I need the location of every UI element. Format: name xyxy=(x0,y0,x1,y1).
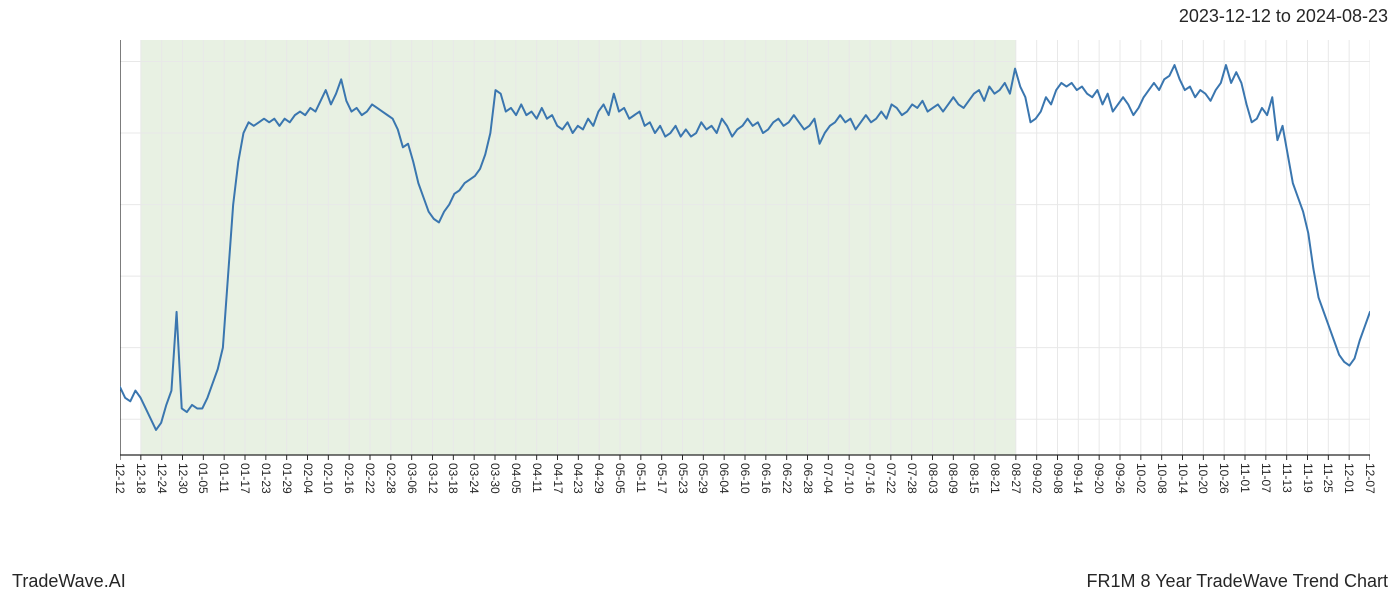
x-tick-label: 09-14 xyxy=(1071,463,1085,494)
x-tick-label: 06-16 xyxy=(759,463,773,494)
x-tick-label: 09-26 xyxy=(1113,463,1127,494)
x-tick-label: 10-02 xyxy=(1134,463,1148,494)
footer-brand: TradeWave.AI xyxy=(12,571,126,592)
x-tick-label: 02-04 xyxy=(301,463,315,494)
x-tick-label: 05-23 xyxy=(676,463,690,494)
x-tick-label: 01-29 xyxy=(280,463,294,494)
x-tick-label: 03-30 xyxy=(488,463,502,494)
x-tick-label: 04-29 xyxy=(592,463,606,494)
x-tick-label: 01-23 xyxy=(259,463,273,494)
x-tick-label: 01-05 xyxy=(196,463,210,494)
x-tick-label: 11-19 xyxy=(1301,463,1315,493)
x-tick-label: 09-02 xyxy=(1030,463,1044,494)
x-tick-label: 12-01 xyxy=(1342,463,1356,494)
x-tick-label: 07-22 xyxy=(884,463,898,494)
x-tick-label: 06-22 xyxy=(780,463,794,494)
x-tick-label: 12-24 xyxy=(155,463,169,494)
x-tick-label: 04-17 xyxy=(551,463,565,494)
x-tick-label: 03-06 xyxy=(405,463,419,494)
x-tick-label: 02-28 xyxy=(384,463,398,494)
x-tick-label: 06-10 xyxy=(738,463,752,494)
x-tick-label: 01-11 xyxy=(217,463,231,493)
x-tick-label: 07-04 xyxy=(821,463,835,494)
x-tick-label: 05-29 xyxy=(696,463,710,494)
x-tick-label: 09-20 xyxy=(1092,463,1106,494)
x-tick-label: 02-16 xyxy=(342,463,356,494)
x-tick-label: 12-12 xyxy=(113,463,127,494)
x-tick-label: 02-22 xyxy=(363,463,377,494)
x-tick-label: 10-26 xyxy=(1217,463,1231,494)
x-tick-label: 11-07 xyxy=(1259,463,1273,493)
x-tick-label: 08-15 xyxy=(967,463,981,494)
x-tick-label: 03-12 xyxy=(426,463,440,494)
x-tick-label: 07-16 xyxy=(863,463,877,494)
x-tick-label: 10-14 xyxy=(1176,463,1190,494)
x-tick-label: 09-08 xyxy=(1051,463,1065,494)
x-tick-label: 12-18 xyxy=(134,463,148,494)
x-tick-label: 01-17 xyxy=(238,463,252,494)
chart-svg: 30%40%50%60%70%80% xyxy=(120,40,1370,480)
x-tick-label: 12-30 xyxy=(176,463,190,494)
x-tick-label: 10-20 xyxy=(1196,463,1210,494)
x-tick-label: 02-10 xyxy=(321,463,335,494)
x-tick-label: 07-28 xyxy=(905,463,919,494)
x-tick-label: 06-28 xyxy=(801,463,815,494)
x-tick-label: 08-03 xyxy=(926,463,940,494)
x-tick-label: 04-11 xyxy=(530,463,544,493)
x-tick-label: 04-05 xyxy=(509,463,523,494)
x-tick-label: 12-07 xyxy=(1363,463,1377,494)
x-tick-label: 06-04 xyxy=(717,463,731,494)
x-tick-label: 07-10 xyxy=(842,463,856,494)
x-tick-label: 11-01 xyxy=(1238,463,1252,493)
date-range-label: 2023-12-12 to 2024-08-23 xyxy=(1179,6,1388,27)
x-tick-label: 08-27 xyxy=(1009,463,1023,494)
x-tick-label: 05-11 xyxy=(634,463,648,493)
x-tick-label: 03-24 xyxy=(467,463,481,494)
footer-chart-title: FR1M 8 Year TradeWave Trend Chart xyxy=(1087,571,1388,592)
x-tick-label: 08-21 xyxy=(988,463,1002,494)
x-tick-label: 11-13 xyxy=(1280,463,1294,493)
x-tick-label: 05-17 xyxy=(655,463,669,494)
x-tick-label: 03-18 xyxy=(446,463,460,494)
x-tick-label: 05-05 xyxy=(613,463,627,494)
trend-chart: 30%40%50%60%70%80% 12-1212-1812-2412-300… xyxy=(120,40,1370,480)
x-tick-label: 10-08 xyxy=(1155,463,1169,494)
x-tick-label: 08-09 xyxy=(946,463,960,494)
x-tick-label: 04-23 xyxy=(571,463,585,494)
x-tick-label: 11-25 xyxy=(1321,463,1335,493)
